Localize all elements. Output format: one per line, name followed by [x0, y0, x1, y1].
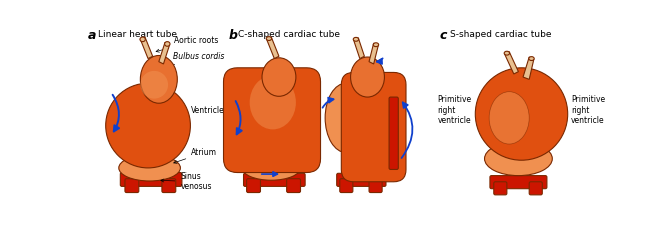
Ellipse shape	[325, 83, 367, 153]
FancyBboxPatch shape	[341, 72, 406, 182]
Ellipse shape	[529, 57, 534, 61]
Polygon shape	[523, 57, 534, 79]
Ellipse shape	[250, 76, 296, 129]
FancyBboxPatch shape	[340, 179, 353, 193]
FancyBboxPatch shape	[494, 182, 507, 195]
Ellipse shape	[262, 58, 296, 96]
Ellipse shape	[373, 43, 378, 47]
FancyArrowPatch shape	[236, 101, 242, 134]
FancyBboxPatch shape	[125, 179, 139, 193]
Text: c: c	[440, 29, 448, 42]
Text: Bulbus cordis: Bulbus cordis	[164, 52, 224, 69]
Text: Sinus
venosus: Sinus venosus	[161, 172, 212, 191]
Text: C-shaped cardiac tube: C-shaped cardiac tube	[238, 30, 340, 39]
FancyArrowPatch shape	[377, 58, 382, 64]
Ellipse shape	[140, 37, 145, 42]
FancyArrowPatch shape	[261, 172, 278, 176]
FancyBboxPatch shape	[490, 176, 547, 189]
FancyBboxPatch shape	[224, 68, 321, 173]
Circle shape	[475, 68, 568, 160]
FancyBboxPatch shape	[120, 173, 182, 186]
Ellipse shape	[140, 56, 177, 103]
Text: Primitive
right
ventricle: Primitive right ventricle	[437, 95, 496, 125]
Ellipse shape	[242, 156, 300, 180]
FancyBboxPatch shape	[369, 179, 382, 193]
FancyArrowPatch shape	[402, 102, 413, 158]
Ellipse shape	[485, 142, 552, 176]
Text: Atrium: Atrium	[174, 148, 217, 163]
Text: S-shaped cardiac tube: S-shaped cardiac tube	[450, 30, 552, 39]
Ellipse shape	[266, 37, 271, 40]
Text: Ventricle: Ventricle	[177, 106, 225, 121]
Ellipse shape	[504, 51, 509, 55]
Ellipse shape	[140, 71, 168, 99]
Ellipse shape	[353, 37, 359, 41]
Text: Aortic roots: Aortic roots	[156, 36, 218, 52]
Ellipse shape	[489, 92, 530, 144]
FancyBboxPatch shape	[530, 182, 542, 195]
Text: a: a	[88, 29, 96, 42]
Polygon shape	[267, 37, 279, 58]
Ellipse shape	[351, 57, 384, 97]
FancyBboxPatch shape	[337, 173, 386, 186]
FancyArrowPatch shape	[323, 98, 333, 108]
FancyBboxPatch shape	[162, 179, 176, 193]
Polygon shape	[140, 37, 153, 58]
FancyArrowPatch shape	[113, 95, 119, 131]
Text: b: b	[228, 29, 237, 42]
Ellipse shape	[165, 42, 170, 46]
FancyBboxPatch shape	[243, 173, 305, 186]
Circle shape	[106, 83, 190, 168]
Polygon shape	[505, 52, 518, 74]
Polygon shape	[159, 42, 169, 64]
Text: Primitive
right
ventricle: Primitive right ventricle	[552, 95, 605, 125]
FancyBboxPatch shape	[287, 179, 300, 193]
Polygon shape	[369, 43, 378, 64]
FancyBboxPatch shape	[389, 97, 398, 169]
Text: Linear heart tube: Linear heart tube	[98, 30, 177, 39]
Polygon shape	[353, 38, 364, 58]
FancyBboxPatch shape	[247, 179, 261, 193]
Ellipse shape	[119, 155, 180, 181]
